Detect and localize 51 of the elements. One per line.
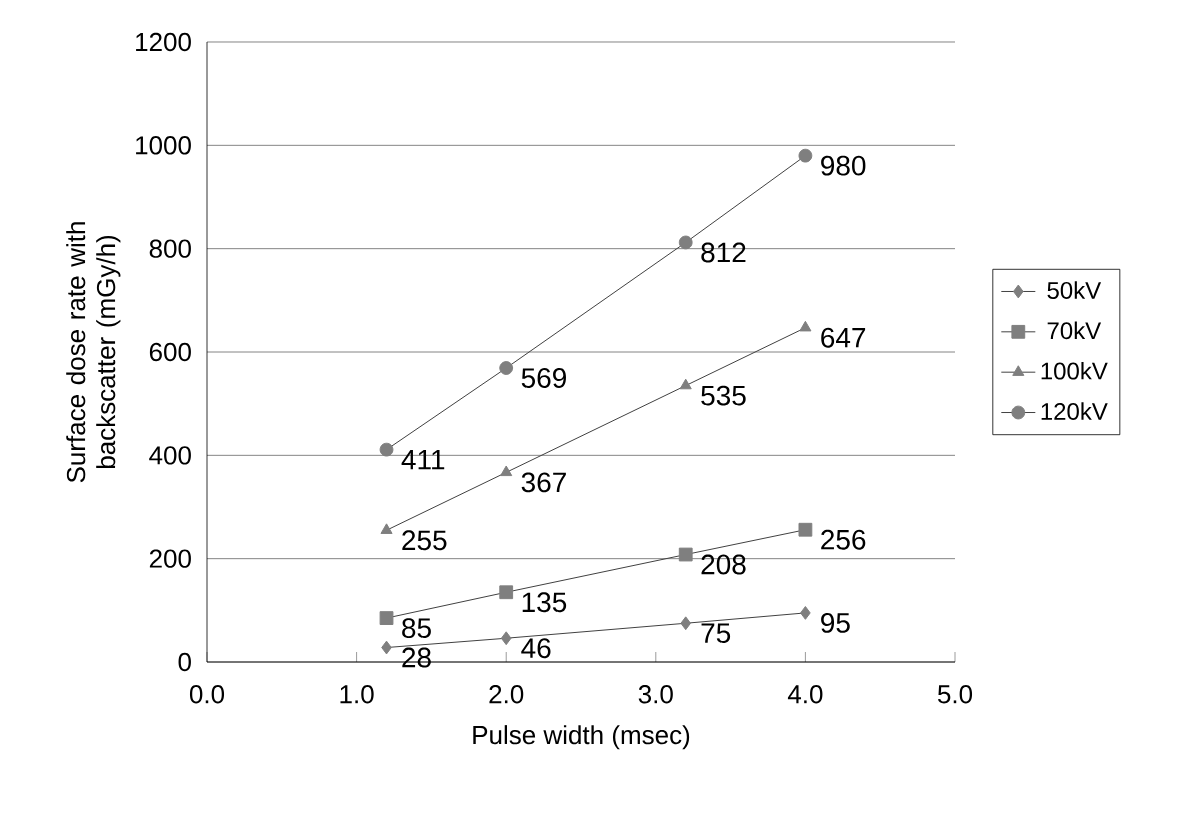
point — [500, 465, 513, 477]
point — [678, 235, 693, 250]
data-label: 411 — [401, 450, 445, 470]
data-label: 812 — [701, 242, 746, 263]
data-label: 367 — [521, 472, 566, 493]
legend-label: 120kV — [1041, 402, 1108, 420]
y-tick-label: 800 — [149, 239, 191, 258]
data-label: 85 — [402, 618, 431, 638]
y-tick-label: 1200 — [136, 32, 191, 52]
point — [379, 442, 394, 457]
legend-label: 50kV — [1047, 281, 1102, 299]
x-tick-label: 5.0 — [937, 685, 973, 704]
point — [798, 148, 813, 163]
data-label: 95 — [821, 612, 850, 633]
data-label: 75 — [701, 623, 731, 644]
y-tick-label: 1000 — [136, 136, 191, 155]
data-label: 535 — [701, 385, 746, 406]
point — [499, 361, 514, 375]
point — [798, 522, 813, 537]
point — [380, 523, 393, 534]
data-label: 28 — [402, 647, 431, 668]
data-label: 569 — [521, 368, 566, 388]
x-tick-label: 3.0 — [638, 685, 673, 704]
legend-label: 100kV — [1041, 361, 1108, 380]
x-tick-label: 4.0 — [787, 685, 823, 704]
data-label: 256 — [821, 529, 866, 550]
data-label: 980 — [821, 155, 866, 176]
point — [799, 320, 812, 332]
y-axis-title: Surface dose rate with backscatter (mGy/h) — [66, 222, 121, 483]
x-axis-title: Pulse width (msec) — [473, 725, 690, 750]
point — [381, 640, 392, 655]
data-label: 46 — [521, 638, 551, 659]
point — [499, 585, 514, 600]
data-label: 647 — [821, 327, 866, 348]
x-tick-label: 1.0 — [340, 685, 374, 704]
point — [500, 631, 512, 646]
data-label: 255 — [402, 530, 447, 551]
y-tick-label: 0 — [178, 652, 191, 672]
point — [379, 611, 394, 625]
x-tick-label: 2.0 — [489, 685, 524, 704]
data-label: 208 — [701, 554, 746, 575]
y-tick-label: 400 — [149, 446, 191, 465]
x-tick-label: 0.0 — [189, 685, 225, 704]
data-label: 135 — [522, 592, 567, 613]
point — [678, 547, 693, 562]
y-tick-label: 600 — [149, 342, 191, 362]
y-tick-label: 200 — [149, 549, 191, 568]
point — [680, 616, 692, 631]
legend-label: 70kV — [1047, 321, 1102, 340]
point — [800, 606, 811, 620]
point — [679, 378, 692, 390]
